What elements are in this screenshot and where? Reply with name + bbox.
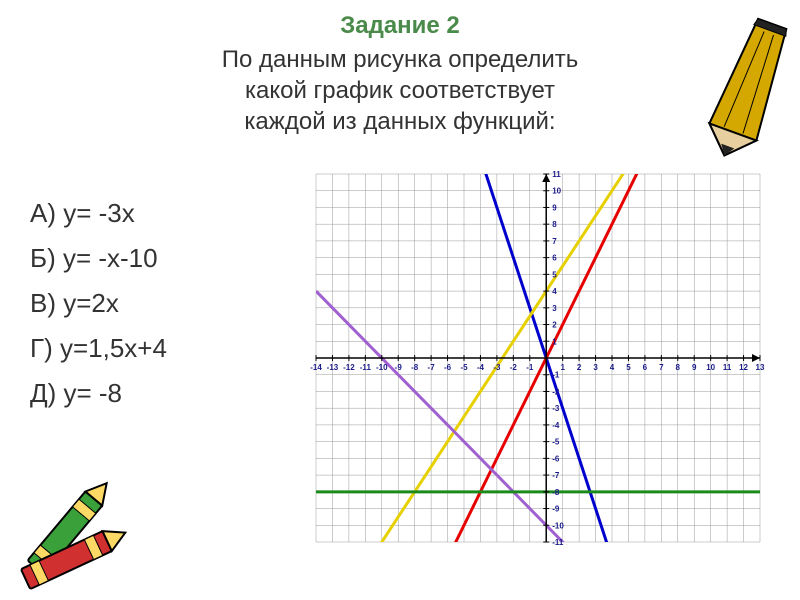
svg-text:8: 8 <box>552 220 557 229</box>
svg-text:13: 13 <box>756 363 765 372</box>
svg-text:-11: -11 <box>552 538 564 547</box>
svg-text:-4: -4 <box>477 363 485 372</box>
svg-text:-1: -1 <box>552 370 560 379</box>
svg-text:-11: -11 <box>360 363 372 372</box>
svg-text:4: 4 <box>552 287 557 296</box>
coordinate-chart: -14-13-12-11-10-9-8-7-6-5-4-3-2-11234567… <box>310 168 770 548</box>
svg-text:-2: -2 <box>552 387 560 396</box>
header: Задание 2 По данным рисунка определить к… <box>0 0 800 148</box>
svg-text:7: 7 <box>552 236 557 245</box>
option-c: В) y=2x <box>30 288 310 319</box>
svg-text:-1: -1 <box>526 363 534 372</box>
svg-text:8: 8 <box>676 363 681 372</box>
svg-text:5: 5 <box>626 363 631 372</box>
svg-text:-5: -5 <box>460 363 468 372</box>
svg-text:11: 11 <box>723 363 732 372</box>
svg-text:3: 3 <box>593 363 598 372</box>
svg-text:-7: -7 <box>552 471 560 480</box>
svg-text:-7: -7 <box>428 363 436 372</box>
svg-text:7: 7 <box>659 363 664 372</box>
svg-text:-8: -8 <box>411 363 419 372</box>
svg-text:5: 5 <box>552 270 557 279</box>
svg-text:10: 10 <box>706 363 715 372</box>
task-subtitle-2: какой график соответствует <box>0 75 800 106</box>
svg-text:-6: -6 <box>552 454 560 463</box>
svg-text:-2: -2 <box>510 363 518 372</box>
option-a: А) y= -3x <box>30 198 310 229</box>
svg-text:2: 2 <box>552 320 557 329</box>
option-e: Д) y= -8 <box>30 378 310 409</box>
svg-text:-5: -5 <box>552 437 560 446</box>
option-b: Б) y= -x-10 <box>30 243 310 274</box>
svg-text:-4: -4 <box>552 420 560 429</box>
svg-text:1: 1 <box>560 363 565 372</box>
svg-text:9: 9 <box>692 363 697 372</box>
pencil-icon <box>705 5 795 165</box>
svg-text:-3: -3 <box>493 363 501 372</box>
svg-text:12: 12 <box>739 363 748 372</box>
task-subtitle-1: По данным рисунка определить <box>0 44 800 75</box>
svg-text:-12: -12 <box>343 363 355 372</box>
svg-text:1: 1 <box>552 337 557 346</box>
svg-text:6: 6 <box>643 363 648 372</box>
svg-text:10: 10 <box>552 186 561 195</box>
option-d: Г) y=1,5x+4 <box>30 333 310 364</box>
svg-text:4: 4 <box>610 363 615 372</box>
task-title: Задание 2 <box>0 12 800 40</box>
svg-text:3: 3 <box>552 303 557 312</box>
chart-container: -14-13-12-11-10-9-8-7-6-5-4-3-2-11234567… <box>310 168 790 553</box>
svg-text:6: 6 <box>552 253 557 262</box>
svg-text:-10: -10 <box>552 521 564 530</box>
task-subtitle-3: каждой из данных функций: <box>0 106 800 137</box>
svg-text:-10: -10 <box>376 363 388 372</box>
svg-text:-8: -8 <box>552 487 560 496</box>
svg-text:-13: -13 <box>327 363 339 372</box>
svg-text:9: 9 <box>552 203 557 212</box>
svg-text:11: 11 <box>552 170 561 179</box>
crayons-icon <box>5 475 145 595</box>
svg-text:-14: -14 <box>310 363 322 372</box>
svg-text:2: 2 <box>577 363 582 372</box>
svg-text:-6: -6 <box>444 363 452 372</box>
svg-text:-9: -9 <box>395 363 403 372</box>
svg-text:-3: -3 <box>552 404 560 413</box>
svg-text:-9: -9 <box>552 504 560 513</box>
